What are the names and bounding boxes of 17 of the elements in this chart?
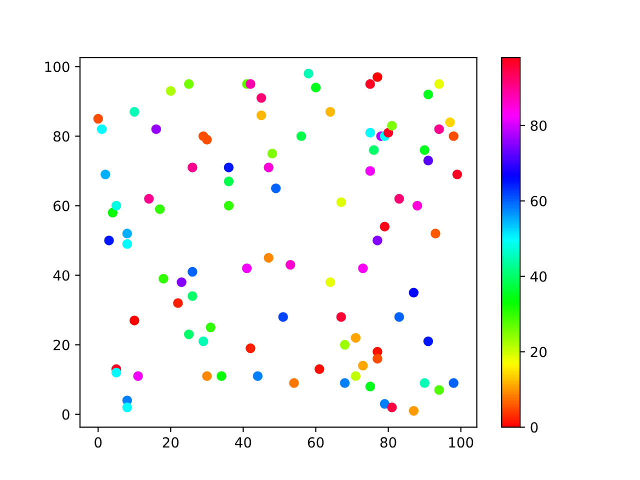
y-tick-label: 40 — [53, 270, 70, 281]
color-bar-label: 40 — [530, 271, 547, 282]
y-tick-label: 0 — [62, 409, 70, 420]
x-tick-label: 80 — [380, 437, 396, 448]
color-bar-label: 80 — [530, 120, 547, 131]
y-tick-label: 60 — [54, 200, 70, 212]
y-tick-label: 80 — [54, 131, 70, 142]
x-tick-label: 0 — [94, 437, 102, 448]
color-bar-label: 20 — [530, 346, 547, 358]
color-bar-label: 60 — [530, 196, 547, 206]
color-bar-label: 0 — [530, 422, 538, 433]
x-tick-label: 20 — [162, 437, 179, 448]
x-tick-label: 60 — [308, 437, 324, 448]
y-tick-label: 100 — [45, 62, 70, 72]
x-tick-label: 100 — [449, 437, 474, 448]
x-tick-label: 40 — [235, 437, 252, 448]
y-tick-label: 20 — [54, 340, 70, 350]
